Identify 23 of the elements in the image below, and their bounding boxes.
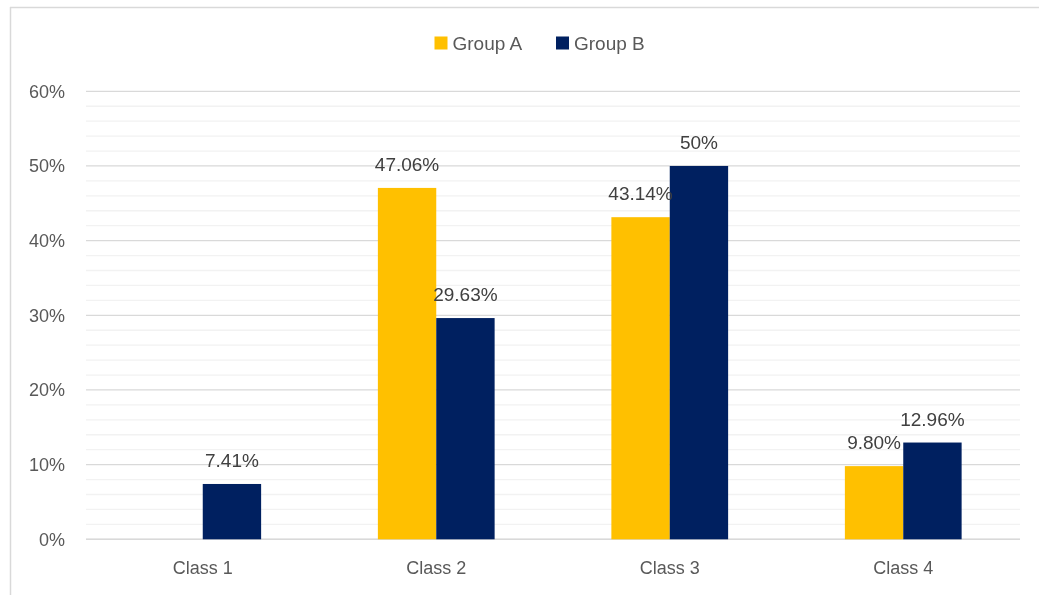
bar — [611, 217, 670, 540]
data-label: 47.06% — [374, 153, 440, 175]
x-tick-label: Class 1 — [172, 558, 233, 578]
legend-label: Group A — [452, 32, 523, 54]
data-label: 50% — [679, 131, 719, 153]
x-tick-label: Class 4 — [873, 558, 934, 578]
y-tick-label: 40% — [28, 230, 65, 251]
bar — [903, 442, 962, 540]
bar — [436, 318, 495, 540]
data-label: 12.96% — [900, 408, 965, 430]
y-tick-label: 60% — [28, 81, 65, 102]
y-tick-label: 30% — [28, 305, 65, 326]
x-tick-label: Class 2 — [406, 558, 467, 578]
x-tick-label: Class 3 — [639, 558, 700, 578]
bar — [844, 466, 904, 540]
legend-label: Group B — [574, 32, 645, 54]
y-tick-label: 0% — [38, 529, 65, 550]
y-tick-label: 50% — [28, 156, 65, 177]
bar — [202, 483, 262, 540]
y-tick-label: 20% — [28, 380, 65, 401]
data-label: 7.41% — [205, 449, 259, 471]
data-label: 9.80% — [847, 432, 902, 454]
y-tick-label: 10% — [28, 454, 65, 475]
